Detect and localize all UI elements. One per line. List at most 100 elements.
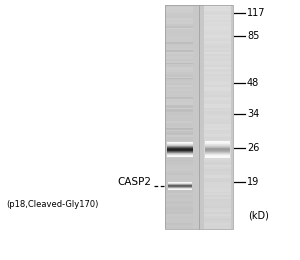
Bar xyxy=(204,126,231,128)
Bar xyxy=(167,121,194,123)
Bar xyxy=(204,165,231,167)
Bar xyxy=(167,142,193,143)
Bar xyxy=(205,151,230,152)
Bar xyxy=(167,46,194,48)
Bar xyxy=(204,33,231,35)
Bar xyxy=(167,128,194,129)
Bar xyxy=(167,192,194,194)
Bar xyxy=(204,117,231,119)
Bar xyxy=(167,141,194,143)
Bar xyxy=(167,24,194,26)
Bar xyxy=(204,138,231,140)
Bar xyxy=(167,139,194,141)
Bar xyxy=(167,175,194,177)
Bar xyxy=(167,57,194,60)
Bar xyxy=(204,201,231,203)
Bar xyxy=(167,138,194,140)
Bar xyxy=(167,128,194,130)
Bar xyxy=(204,223,231,225)
Bar xyxy=(204,156,231,158)
Bar xyxy=(165,5,232,229)
Bar xyxy=(204,119,231,121)
Bar xyxy=(167,143,193,144)
Bar xyxy=(167,145,194,147)
Bar xyxy=(205,153,230,154)
Bar xyxy=(205,149,230,150)
Bar xyxy=(167,11,194,13)
Bar xyxy=(205,149,230,150)
Bar xyxy=(204,82,231,84)
Bar xyxy=(204,219,231,222)
Bar xyxy=(167,96,194,99)
Bar xyxy=(167,214,194,216)
Bar xyxy=(167,115,194,117)
Bar xyxy=(204,26,231,28)
Bar xyxy=(204,167,231,170)
Bar xyxy=(204,48,231,50)
Bar xyxy=(204,102,231,104)
Bar xyxy=(167,119,194,121)
Bar xyxy=(167,218,194,220)
Bar xyxy=(204,7,231,9)
Bar xyxy=(204,171,231,173)
Bar xyxy=(167,184,194,186)
Bar xyxy=(167,203,194,205)
Bar xyxy=(204,218,231,220)
Bar xyxy=(167,180,194,183)
Bar xyxy=(204,109,231,112)
Bar xyxy=(167,125,194,127)
Bar xyxy=(204,91,231,93)
Bar xyxy=(167,142,193,143)
Bar xyxy=(204,188,231,190)
Bar xyxy=(204,151,231,153)
Bar xyxy=(167,212,194,214)
Bar xyxy=(167,111,194,114)
Bar xyxy=(204,42,231,45)
Bar xyxy=(167,208,194,210)
Bar xyxy=(204,205,231,207)
Bar xyxy=(204,177,231,179)
Bar xyxy=(167,151,194,153)
Bar xyxy=(204,50,231,52)
Bar xyxy=(167,15,194,17)
Bar xyxy=(204,80,231,82)
Bar xyxy=(167,20,194,22)
Bar xyxy=(204,190,231,192)
Bar xyxy=(167,162,194,164)
Bar xyxy=(204,52,231,54)
Bar xyxy=(204,104,231,106)
Bar xyxy=(167,145,193,146)
Bar xyxy=(167,98,194,100)
Bar xyxy=(167,106,194,108)
Text: 85: 85 xyxy=(247,31,259,41)
Bar xyxy=(167,41,194,43)
Bar xyxy=(204,162,231,164)
Bar xyxy=(167,31,194,33)
Bar xyxy=(204,9,231,11)
Bar xyxy=(167,167,194,170)
Bar xyxy=(167,171,194,173)
Bar xyxy=(167,87,194,89)
Bar xyxy=(167,29,194,31)
Bar xyxy=(167,197,194,199)
Bar xyxy=(167,70,194,73)
Bar xyxy=(167,132,194,134)
Bar xyxy=(204,11,231,13)
Bar xyxy=(167,150,193,151)
Bar xyxy=(167,61,194,63)
Bar xyxy=(167,158,194,160)
Bar xyxy=(167,160,194,162)
Bar xyxy=(204,85,231,87)
Bar xyxy=(205,142,230,143)
Bar xyxy=(204,182,231,184)
Bar xyxy=(167,78,194,80)
Bar xyxy=(205,152,230,153)
Bar xyxy=(204,28,231,30)
Bar xyxy=(204,15,231,17)
Bar xyxy=(167,80,194,82)
Bar xyxy=(204,227,231,229)
Bar xyxy=(167,74,194,76)
Bar xyxy=(205,157,230,158)
Bar xyxy=(204,72,231,74)
Bar xyxy=(167,130,194,132)
